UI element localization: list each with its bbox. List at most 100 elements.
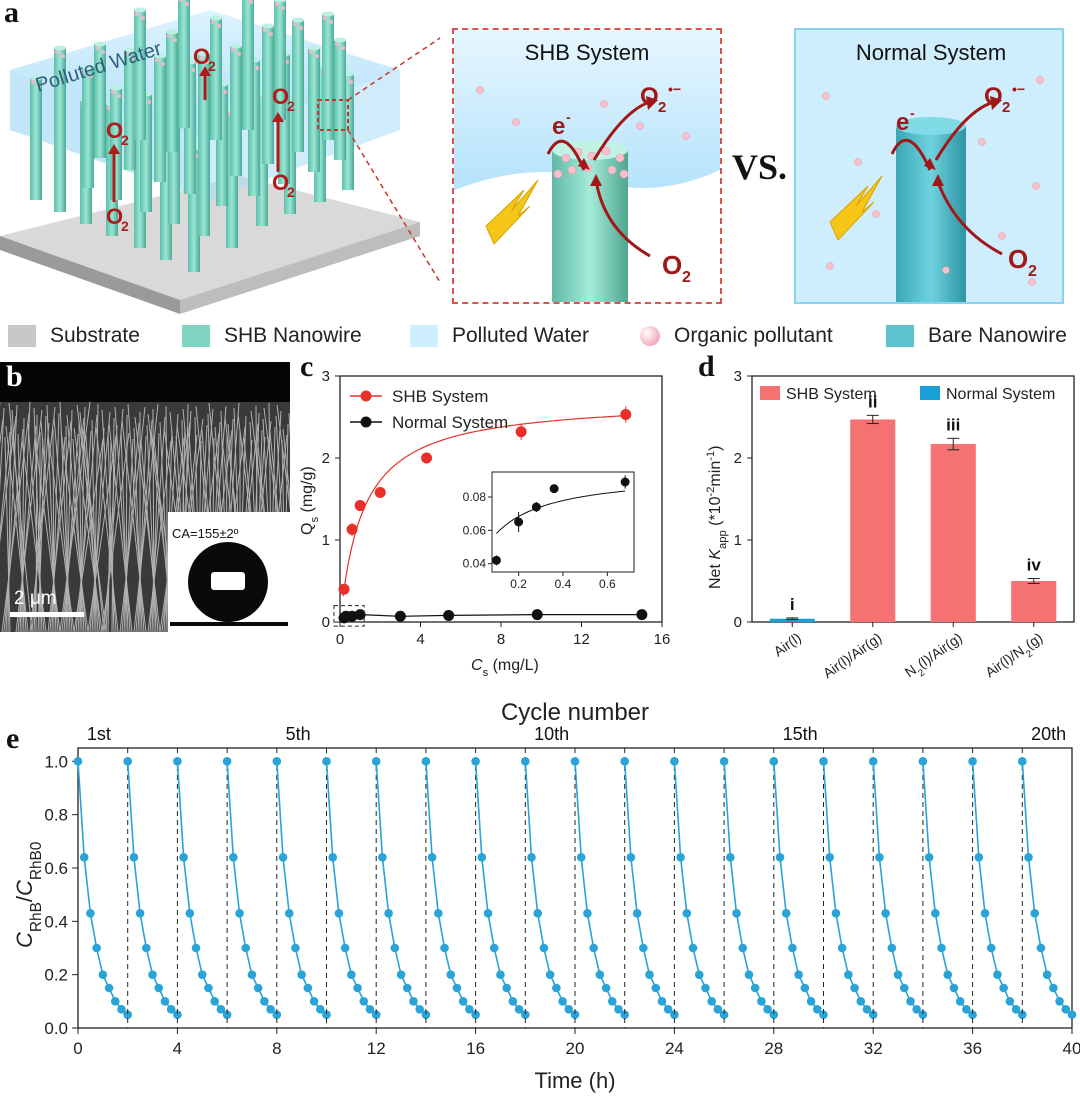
- svg-text:O: O: [1008, 244, 1028, 274]
- data-point: [365, 1005, 375, 1014]
- y-tick-label: 0.6: [44, 859, 68, 878]
- y-tick-label: 2: [322, 450, 330, 467]
- data-point: [378, 853, 387, 862]
- scale-bar: [10, 612, 84, 617]
- data-point: [757, 997, 766, 1006]
- data-point: [912, 1005, 921, 1014]
- data-point: [92, 943, 101, 953]
- svg-text:O: O: [272, 84, 289, 109]
- data-point: [471, 1010, 480, 1019]
- data-point: [607, 997, 617, 1006]
- data-point: [210, 997, 219, 1006]
- data-point: [434, 909, 443, 918]
- data-point: [750, 983, 760, 993]
- data-point: [763, 1005, 772, 1014]
- svg-text:•−: •−: [1012, 81, 1025, 97]
- data-point: [266, 1005, 275, 1014]
- svg-text:O: O: [106, 118, 123, 143]
- inset-x-tick-label: 0.2: [510, 577, 527, 591]
- data-point: [129, 853, 139, 862]
- data-point: [670, 1010, 679, 1019]
- data-point: [670, 757, 679, 766]
- data-point: [1018, 1010, 1027, 1019]
- x-tick-label: 0: [336, 631, 344, 648]
- bare-nanowire-swatch: [886, 325, 914, 347]
- data-point: [949, 983, 959, 993]
- svg-text:2: 2: [121, 218, 129, 234]
- x-tick-label: 12: [573, 631, 590, 648]
- data-point: [875, 853, 884, 862]
- bar-roman-label: ii: [868, 392, 877, 411]
- data-point: [924, 853, 934, 862]
- data-point: [135, 909, 145, 918]
- cycle-label: 15th: [783, 724, 818, 744]
- data-point: [222, 1010, 232, 1019]
- cycling-stability-chart: Cycle number 0 4 8 12 16 20 24 28 32 36 40 0.0 0.2 0.4…: [12, 699, 1080, 1093]
- data-point: [645, 970, 654, 979]
- y-tick-label: 1: [322, 532, 330, 549]
- x-tick-label: Air(l)/Air(g): [820, 629, 885, 681]
- data-point: [775, 853, 785, 862]
- x-axis-label: Cs (mg/L): [471, 657, 539, 679]
- nanowire-array-illustration: Polluted Water O2 O2 O2 O2 O2: [0, 0, 440, 314]
- x-tick-label: 16: [654, 631, 671, 648]
- legend-label: Normal System: [946, 386, 1055, 403]
- data-point: [719, 1010, 729, 1019]
- data-point: [576, 853, 586, 862]
- data-point: [179, 853, 188, 862]
- data-point: [986, 943, 996, 953]
- x-tick-label: N2(l)/Air(g): [902, 629, 968, 685]
- panel-c-letter: c: [300, 350, 314, 383]
- data-point: [216, 1005, 226, 1014]
- bar: [769, 618, 815, 622]
- data-point: [1042, 970, 1052, 979]
- bar-roman-label: iii: [946, 415, 960, 434]
- data-point: [955, 997, 965, 1006]
- x-tick-label: 0: [73, 1039, 82, 1058]
- y-tick-label: 3: [322, 368, 330, 385]
- zoom-region-marker: [317, 99, 349, 131]
- data-point: [632, 909, 642, 918]
- svg-text:e: e: [552, 113, 565, 140]
- inset-data-point: [549, 484, 559, 494]
- x-tick-label: 36: [963, 1039, 982, 1058]
- data-point: [384, 909, 393, 918]
- y-tick-label: 0.2: [44, 966, 68, 985]
- bar: [850, 419, 896, 622]
- data-point: [676, 853, 685, 862]
- data-point: [707, 997, 716, 1006]
- data-point: [253, 983, 263, 993]
- data-point: [346, 523, 358, 535]
- data-point: [719, 757, 729, 766]
- bar-roman-label: i: [790, 595, 795, 614]
- data-point: [142, 943, 151, 953]
- data-point: [347, 970, 356, 979]
- data-point: [868, 757, 878, 766]
- data-point: [465, 1005, 474, 1014]
- data-point: [297, 970, 306, 979]
- data-point: [968, 757, 977, 766]
- substrate: [0, 176, 420, 300]
- data-point: [235, 909, 244, 918]
- data-point: [788, 943, 797, 953]
- data-point: [570, 1010, 580, 1019]
- svg-text:O: O: [640, 83, 659, 110]
- data-point: [241, 943, 251, 953]
- data-point: [533, 909, 543, 918]
- data-point: [800, 983, 810, 993]
- legend-marker: [360, 416, 372, 428]
- y-tick-label: 0.4: [44, 912, 68, 931]
- y-tick-label: 0: [322, 614, 330, 631]
- data-point: [374, 486, 386, 498]
- data-point: [601, 983, 611, 993]
- data-point: [390, 943, 400, 953]
- data-point: [334, 909, 344, 918]
- cycle-label: 1st: [87, 724, 111, 744]
- data-point: [850, 983, 859, 993]
- data-point: [1005, 997, 1015, 1006]
- data-point: [651, 983, 661, 993]
- sem-image: b CA=155±2º 2 μm: [0, 362, 290, 632]
- contact-angle-label: CA=155±2º: [172, 526, 239, 541]
- data-point: [583, 909, 592, 918]
